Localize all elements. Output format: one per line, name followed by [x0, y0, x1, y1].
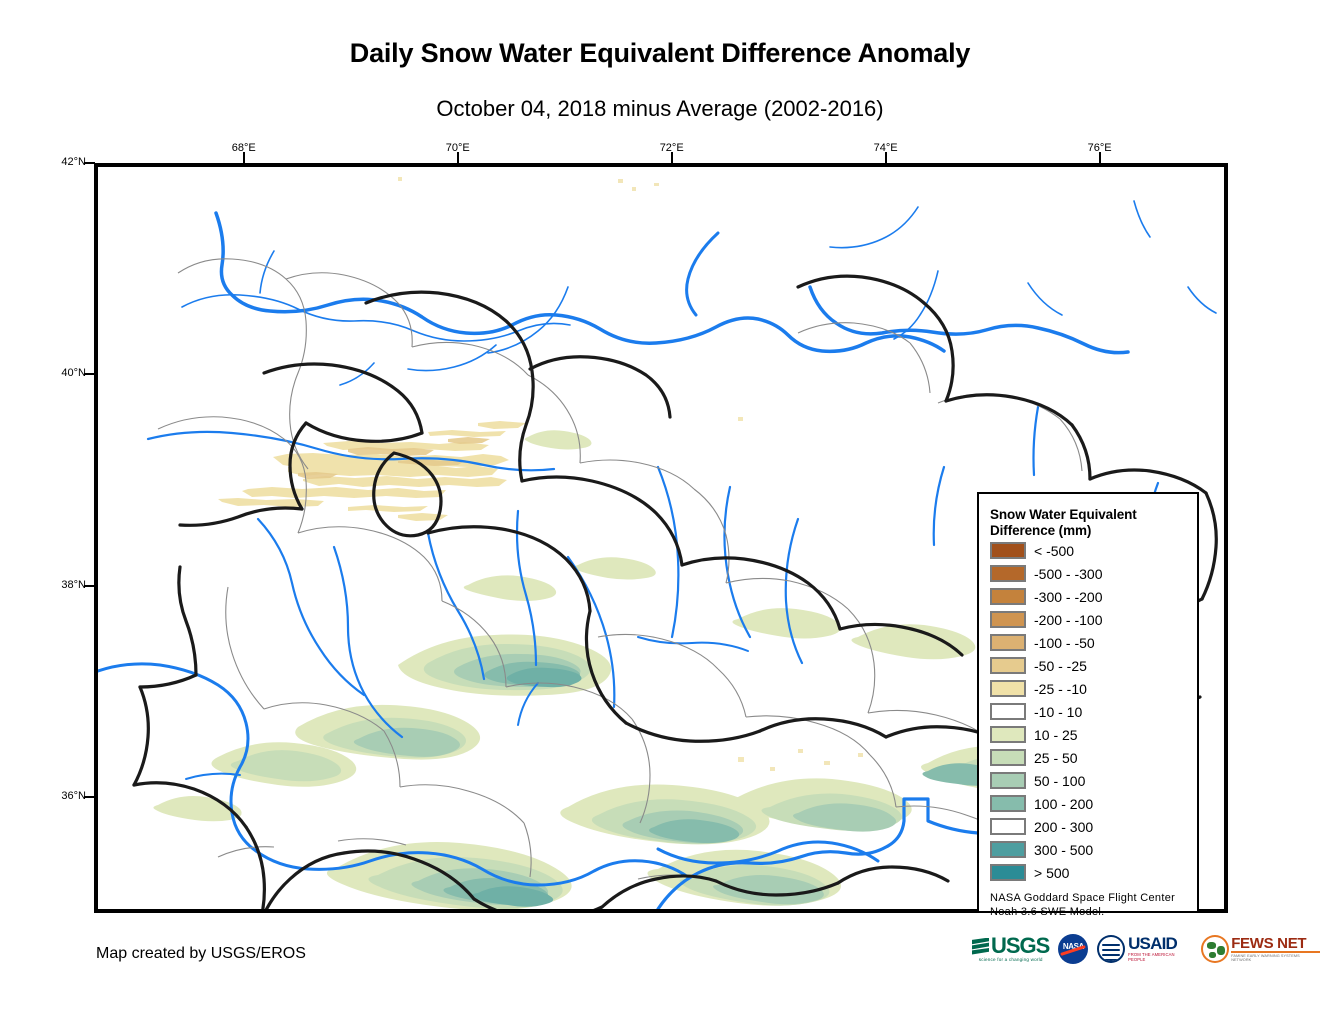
legend-swatch — [990, 611, 1026, 628]
legend-swatch — [990, 749, 1026, 766]
legend-entry[interactable]: -300 - -200 — [990, 585, 1197, 608]
legend-entry[interactable]: 100 - 200 — [990, 792, 1197, 815]
latitude-label: 40°N — [61, 367, 86, 380]
legend-label: -200 - -100 — [1034, 611, 1103, 628]
usaid-wordmark: USAID — [1128, 934, 1178, 953]
legend-swatch — [990, 680, 1026, 697]
legend-swatch — [990, 841, 1026, 858]
longitude-label: 68°E — [231, 142, 256, 154]
agency-logos: USGS science for a changing world NASA U… — [972, 934, 1320, 964]
usgs-wordmark: USGS — [991, 933, 1050, 958]
legend-entry[interactable]: 300 - 500 — [990, 838, 1197, 861]
longitude-tick — [242, 152, 245, 163]
nasa-wordmark: NASA — [1062, 942, 1084, 951]
legend-entry[interactable]: -200 - -100 — [990, 608, 1197, 631]
legend-source: NASA Goddard Space Flight Center Noah 3.… — [990, 891, 1197, 919]
nasa-meatball-icon: NASA — [1058, 934, 1089, 964]
longitude-tick — [670, 152, 673, 163]
swe-anomaly-layer — [153, 177, 1199, 909]
usaid-tagline: FROM THE AMERICAN PEOPLE — [1128, 952, 1175, 962]
legend-swatch — [990, 772, 1026, 789]
latitude-tick — [84, 795, 95, 798]
legend-swatch — [990, 588, 1026, 605]
latitude-label: 38°N — [61, 578, 86, 591]
legend-label: 200 - 300 — [1034, 818, 1094, 835]
legend-source-line1: NASA Goddard Space Flight Center — [990, 892, 1176, 904]
latitude-tick — [84, 373, 95, 376]
legend-swatch — [990, 657, 1026, 674]
legend-entry[interactable]: 50 - 100 — [990, 769, 1197, 792]
page-subtitle: October 04, 2018 minus Average (2002-201… — [436, 96, 884, 121]
legend-source-line2: Noah 3.6 SWE Model. — [990, 906, 1105, 918]
longitude-label: 76°E — [1087, 142, 1112, 154]
legend-label: -25 - -10 — [1034, 680, 1087, 697]
legend-swatch — [990, 565, 1026, 582]
legend-entries: < -500 -500 - -300 -300 - -200 -200 - -100 -… — [990, 539, 1197, 884]
map-canvas[interactable] — [98, 167, 1224, 909]
latitude-tick — [84, 162, 95, 164]
legend-entry[interactable]: -10 - 10 — [990, 700, 1197, 723]
usgs-wave-icon — [972, 937, 989, 955]
map-vector-layers — [98, 177, 1218, 909]
longitude-tick — [1098, 152, 1101, 163]
country-border-layer — [132, 274, 1218, 909]
legend-label: -10 - 10 — [1034, 703, 1083, 720]
legend-entry[interactable]: -100 - -50 — [990, 631, 1197, 654]
legend-title-line1: Snow Water Equivalent — [990, 507, 1137, 522]
longitude-label: 72°E — [659, 142, 684, 154]
legend-entry[interactable]: -25 - -10 — [990, 677, 1197, 700]
legend-entry[interactable]: -50 - -25 — [990, 654, 1197, 677]
legend-label: -100 - -50 — [1034, 634, 1095, 651]
nasa-logo: NASA — [1058, 934, 1089, 964]
legend-label: 25 - 50 — [1034, 749, 1078, 766]
latitude-label: 36°N — [61, 789, 86, 802]
latitude-label: 42°N — [61, 156, 86, 168]
legend-label: 100 - 200 — [1034, 795, 1094, 812]
longitude-label: 70°E — [445, 142, 470, 154]
legend-title-line2: Difference (mm) — [990, 523, 1092, 538]
fews-net-wordmark: FEWS NET — [1231, 936, 1320, 953]
legend-swatch — [990, 795, 1026, 812]
usaid-logo: USAID FROM THE AMERICAN PEOPLE — [1097, 934, 1192, 964]
legend-entry[interactable]: 10 - 25 — [990, 723, 1197, 746]
legend-title: Snow Water Equivalent Difference (mm) — [990, 507, 1197, 539]
usgs-tagline: science for a changing world — [978, 957, 1043, 962]
legend-swatch — [990, 542, 1026, 559]
usaid-seal-icon — [1097, 935, 1126, 963]
legend-label: -500 - -300 — [1034, 565, 1103, 582]
legend-swatch — [990, 703, 1026, 720]
legend-label: -300 - -200 — [1034, 588, 1103, 605]
legend-swatch — [990, 634, 1026, 651]
legend-label: 50 - 100 — [1034, 772, 1086, 789]
legend-label: 10 - 25 — [1034, 726, 1078, 743]
map-credit: Map created by USGS/EROS — [96, 945, 306, 962]
legend-entry[interactable]: -500 - -300 — [990, 562, 1197, 585]
legend-label: -50 - -25 — [1034, 657, 1087, 674]
usgs-logo: USGS science for a changing world — [972, 933, 1050, 964]
legend-entry[interactable]: 200 - 300 — [990, 815, 1197, 838]
legend-swatch — [990, 818, 1026, 835]
legend-swatch — [990, 864, 1026, 881]
legend-label: > 500 — [1034, 864, 1070, 881]
longitude-tick — [884, 152, 887, 163]
fews-net-logo: FEWS NET FAMINE EARLY WARNING SYSTEMS NE… — [1201, 934, 1320, 964]
legend-entry[interactable]: 25 - 50 — [990, 746, 1197, 769]
legend-entry[interactable]: < -500 — [990, 539, 1197, 562]
legend-label: < -500 — [1034, 542, 1075, 559]
fews-globe-icon — [1201, 935, 1230, 963]
page-title: Daily Snow Water Equivalent Difference A… — [349, 38, 971, 68]
latitude-tick — [84, 584, 95, 587]
legend-entry[interactable]: > 500 — [990, 861, 1197, 884]
legend-label: 300 - 500 — [1034, 841, 1094, 858]
longitude-label: 74°E — [873, 142, 898, 154]
longitude-tick — [456, 152, 459, 163]
fews-net-tagline: FAMINE EARLY WARNING SYSTEMS NETWORK — [1231, 954, 1300, 962]
legend-swatch — [990, 726, 1026, 743]
map-legend[interactable]: Snow Water Equivalent Difference (mm) < … — [977, 492, 1199, 918]
